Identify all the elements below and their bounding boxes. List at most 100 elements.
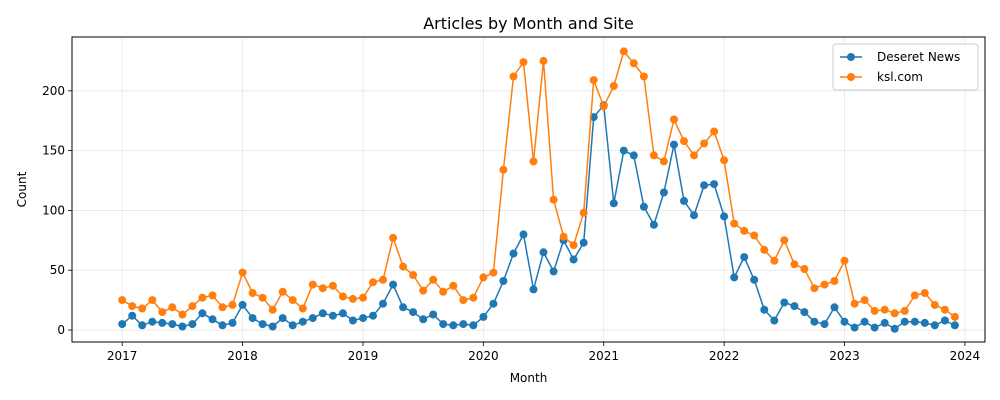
data-point (429, 275, 438, 284)
data-point (800, 308, 809, 317)
legend-item: Deseret News (840, 50, 960, 64)
data-point (369, 278, 377, 287)
data-point (469, 321, 478, 330)
data-point (860, 317, 869, 326)
data-point (649, 220, 658, 229)
data-point (579, 238, 588, 247)
x-axis-label: Month (510, 371, 548, 385)
data-point (328, 281, 337, 290)
data-point (830, 277, 839, 285)
data-point (318, 309, 327, 318)
data-point (910, 317, 919, 326)
data-point (429, 310, 438, 319)
data-point (399, 303, 408, 312)
y-axis-label: Count (15, 171, 29, 207)
data-point (348, 316, 357, 325)
data-point (419, 315, 428, 324)
data-point (840, 317, 849, 326)
data-point (208, 291, 217, 300)
y-tick-label: 200 (42, 84, 65, 98)
data-point (258, 293, 267, 302)
data-point (228, 318, 237, 327)
data-point (479, 312, 488, 321)
data-point (519, 58, 528, 67)
data-point (820, 280, 829, 289)
data-point (198, 293, 207, 302)
data-point (619, 146, 628, 155)
data-point (649, 151, 658, 160)
plot-frame (71, 36, 986, 343)
data-point (670, 115, 678, 124)
data-point (359, 293, 367, 302)
data-point (760, 305, 769, 314)
x-axis: 2017 2018 2019 2020 2021 2022 2023 2024 (107, 342, 980, 363)
data-point (890, 324, 899, 333)
data-point (680, 137, 688, 146)
y-tick-label: 0 (57, 323, 65, 337)
data-point (870, 323, 879, 332)
data-point (659, 188, 668, 197)
data-point (820, 320, 829, 329)
data-point (268, 305, 277, 314)
data-point (639, 72, 648, 81)
data-point (509, 249, 518, 258)
data-point (268, 322, 277, 331)
x-tick-label: 2023 (829, 349, 860, 363)
data-point (188, 302, 197, 311)
data-point (118, 320, 127, 329)
y-tick-label: 150 (42, 144, 65, 158)
data-point (900, 317, 909, 326)
data-point (238, 268, 247, 277)
data-point (248, 314, 257, 323)
data-point (840, 256, 849, 265)
data-point (379, 299, 387, 308)
data-point (589, 76, 598, 85)
data-point (258, 320, 267, 329)
data-point (148, 317, 157, 326)
data-point (920, 289, 929, 297)
data-point (700, 139, 709, 148)
data-point (168, 303, 177, 312)
data-point (218, 321, 227, 330)
data-point (619, 47, 628, 56)
data-point (499, 277, 508, 285)
data-point (920, 318, 929, 327)
data-point (318, 284, 327, 293)
data-point (369, 311, 377, 320)
data-point (900, 306, 909, 315)
data-point (118, 296, 127, 305)
data-point (930, 300, 939, 309)
data-point (730, 273, 739, 282)
data-point (529, 285, 538, 294)
data-point (379, 275, 387, 284)
data-point (308, 314, 317, 323)
data-point (930, 321, 939, 330)
data-point (870, 306, 879, 315)
data-point (288, 296, 297, 305)
x-tick-label: 2018 (227, 349, 258, 363)
data-point (720, 156, 729, 165)
data-point (459, 296, 468, 305)
data-point (198, 309, 207, 318)
data-point (780, 236, 789, 245)
data-point (178, 310, 187, 319)
data-point (399, 262, 408, 271)
y-tick-label: 50 (50, 263, 65, 277)
data-point (459, 320, 468, 329)
series-0 (118, 101, 959, 333)
data-point (449, 321, 458, 330)
data-point (148, 296, 157, 305)
data-point (158, 308, 167, 317)
data-point (710, 127, 719, 136)
chart-title: Articles by Month and Site (423, 14, 634, 33)
data-point (750, 275, 759, 284)
data-point (278, 287, 287, 296)
data-point (218, 303, 227, 312)
data-point (509, 72, 518, 81)
data-point (389, 233, 398, 242)
legend: Deseret News ksl.com (832, 43, 979, 91)
x-tick-label: 2024 (950, 349, 981, 363)
data-point (499, 165, 508, 174)
data-point (700, 181, 709, 190)
